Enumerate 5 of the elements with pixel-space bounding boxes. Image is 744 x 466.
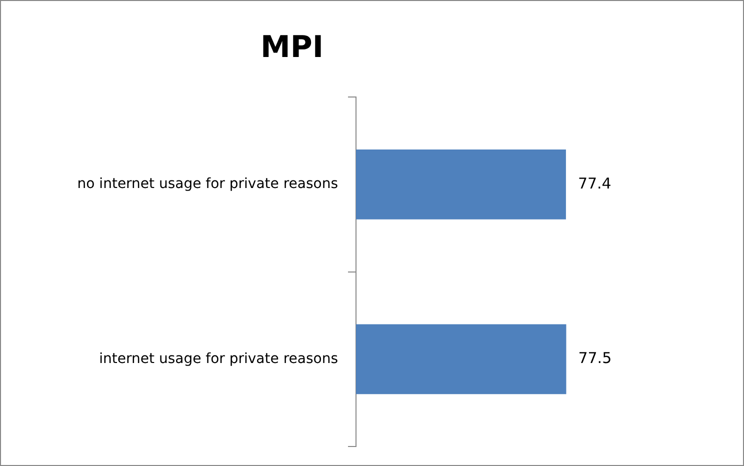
y-tick-label: no internet usage for private reasons bbox=[77, 176, 338, 192]
y-tick-label: internet usage for private reasons bbox=[99, 350, 338, 367]
chart-title: MPI bbox=[260, 30, 324, 65]
data-label: 77.5 bbox=[578, 349, 612, 368]
data-label: 77.4 bbox=[578, 174, 612, 192]
